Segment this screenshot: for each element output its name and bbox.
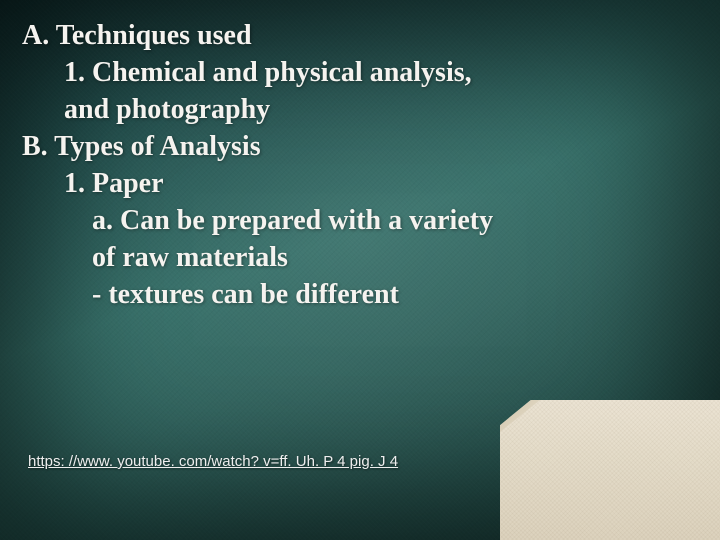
- outline-line: B. Types of Analysis: [22, 129, 700, 166]
- youtube-link[interactable]: https: //www. youtube. com/watch? v=ff. …: [28, 453, 398, 470]
- outline-line: 1. Paper: [22, 166, 700, 203]
- outline-line: 1. Chemical and physical analysis,: [22, 55, 700, 92]
- outline-line: of raw materials: [22, 240, 700, 277]
- outline-content: A. Techniques used 1. Chemical and physi…: [22, 18, 700, 314]
- outline-line: a. Can be prepared with a variety: [22, 203, 700, 240]
- outline-line: A. Techniques used: [22, 18, 700, 55]
- slide: A. Techniques used 1. Chemical and physi…: [0, 0, 720, 540]
- paper-corner-decoration: [500, 400, 720, 540]
- outline-line: - textures can be different: [22, 277, 700, 314]
- outline-line: and photography: [22, 92, 700, 129]
